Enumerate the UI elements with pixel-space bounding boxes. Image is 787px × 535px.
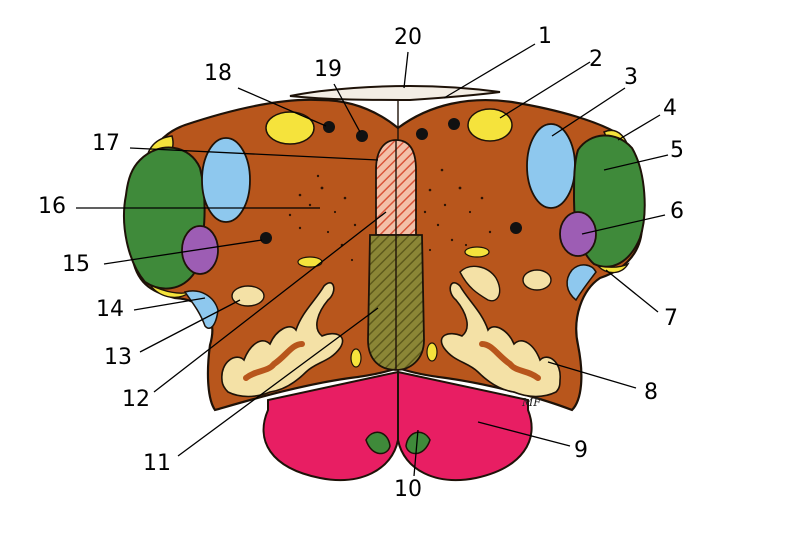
- light-blue-left: [201, 137, 251, 223]
- olive-right-hilum: [479, 341, 541, 381]
- leader-11: [177, 307, 379, 457]
- leader-15: [103, 239, 263, 265]
- leader-13: [139, 299, 241, 353]
- olive-left-hilum: [243, 341, 305, 381]
- yellow-small-left: [297, 256, 323, 268]
- label-13: 13: [104, 345, 132, 370]
- yellow-small-right: [464, 246, 490, 258]
- label-11: 11: [143, 451, 171, 476]
- pyramid-right: [397, 370, 533, 482]
- dorsal-band: [289, 84, 501, 102]
- green-ventral-right: [405, 431, 431, 455]
- label-8: 8: [644, 380, 658, 405]
- label-19: 19: [314, 57, 342, 82]
- light-blue-right: [526, 123, 576, 209]
- leader-5: [603, 154, 669, 171]
- black-dot-15: [260, 232, 272, 244]
- pale-oval-13: [231, 285, 265, 307]
- pale-blob-right-mid: [459, 265, 501, 302]
- label-4: 4: [663, 96, 677, 121]
- label-5: 5: [670, 138, 684, 163]
- label-7: 7: [664, 306, 678, 331]
- label-15: 15: [62, 252, 90, 277]
- label-2: 2: [589, 47, 603, 72]
- leader-8: [547, 361, 637, 389]
- black-dot-right-1: [416, 128, 428, 140]
- label-18: 18: [204, 61, 232, 86]
- leader-7: [605, 269, 659, 313]
- number-labels: 1 2 3 4 5 6 7 8 9 10 11 12 13 14 15 16 1…: [38, 24, 684, 502]
- label-17: 17: [92, 131, 120, 156]
- yellow-nucleus-right-dorsal: [467, 108, 513, 142]
- leader-14: [133, 297, 206, 311]
- label-12: 12: [122, 387, 150, 412]
- label-10: 10: [394, 477, 422, 502]
- leader-6: [581, 214, 666, 235]
- leader-12: [153, 211, 387, 393]
- label-16: 16: [38, 194, 66, 219]
- pyramid-left: [262, 370, 399, 482]
- leader-10: [413, 429, 419, 477]
- leader-2: [499, 61, 591, 119]
- yellow-small-left-2: [350, 348, 362, 368]
- leader-17: [129, 147, 379, 161]
- blue-right-lateral: [566, 264, 597, 302]
- reticular-speckles: [288, 168, 492, 262]
- black-dot-right-3: [510, 222, 522, 234]
- label-9: 9: [574, 438, 588, 463]
- leader-4: [617, 114, 661, 141]
- leader-20: [403, 51, 409, 89]
- olive-right: [440, 282, 561, 398]
- leader-3: [551, 87, 626, 137]
- purple-right: [559, 211, 597, 257]
- black-dot-18: [323, 121, 335, 133]
- olive-left: [221, 282, 344, 398]
- label-1: 1: [538, 24, 552, 49]
- yellow-nucleus-left-dorsal: [265, 111, 315, 145]
- leader-1: [443, 43, 536, 99]
- leader-19: [333, 83, 361, 133]
- yellow-small-right-2: [426, 342, 438, 362]
- label-14: 14: [96, 297, 124, 322]
- leader-lines: [76, 43, 669, 477]
- leader-18: [237, 87, 327, 127]
- artist-signature: MF: [521, 396, 541, 409]
- label-3: 3: [624, 65, 638, 90]
- label-20: 20: [394, 25, 422, 50]
- green-ventral-left: [365, 431, 391, 455]
- black-dot-right-2: [448, 118, 460, 130]
- black-dot-19: [356, 130, 368, 142]
- leader-9: [477, 421, 571, 447]
- label-6: 6: [670, 199, 684, 224]
- pale-oval-right: [522, 269, 552, 291]
